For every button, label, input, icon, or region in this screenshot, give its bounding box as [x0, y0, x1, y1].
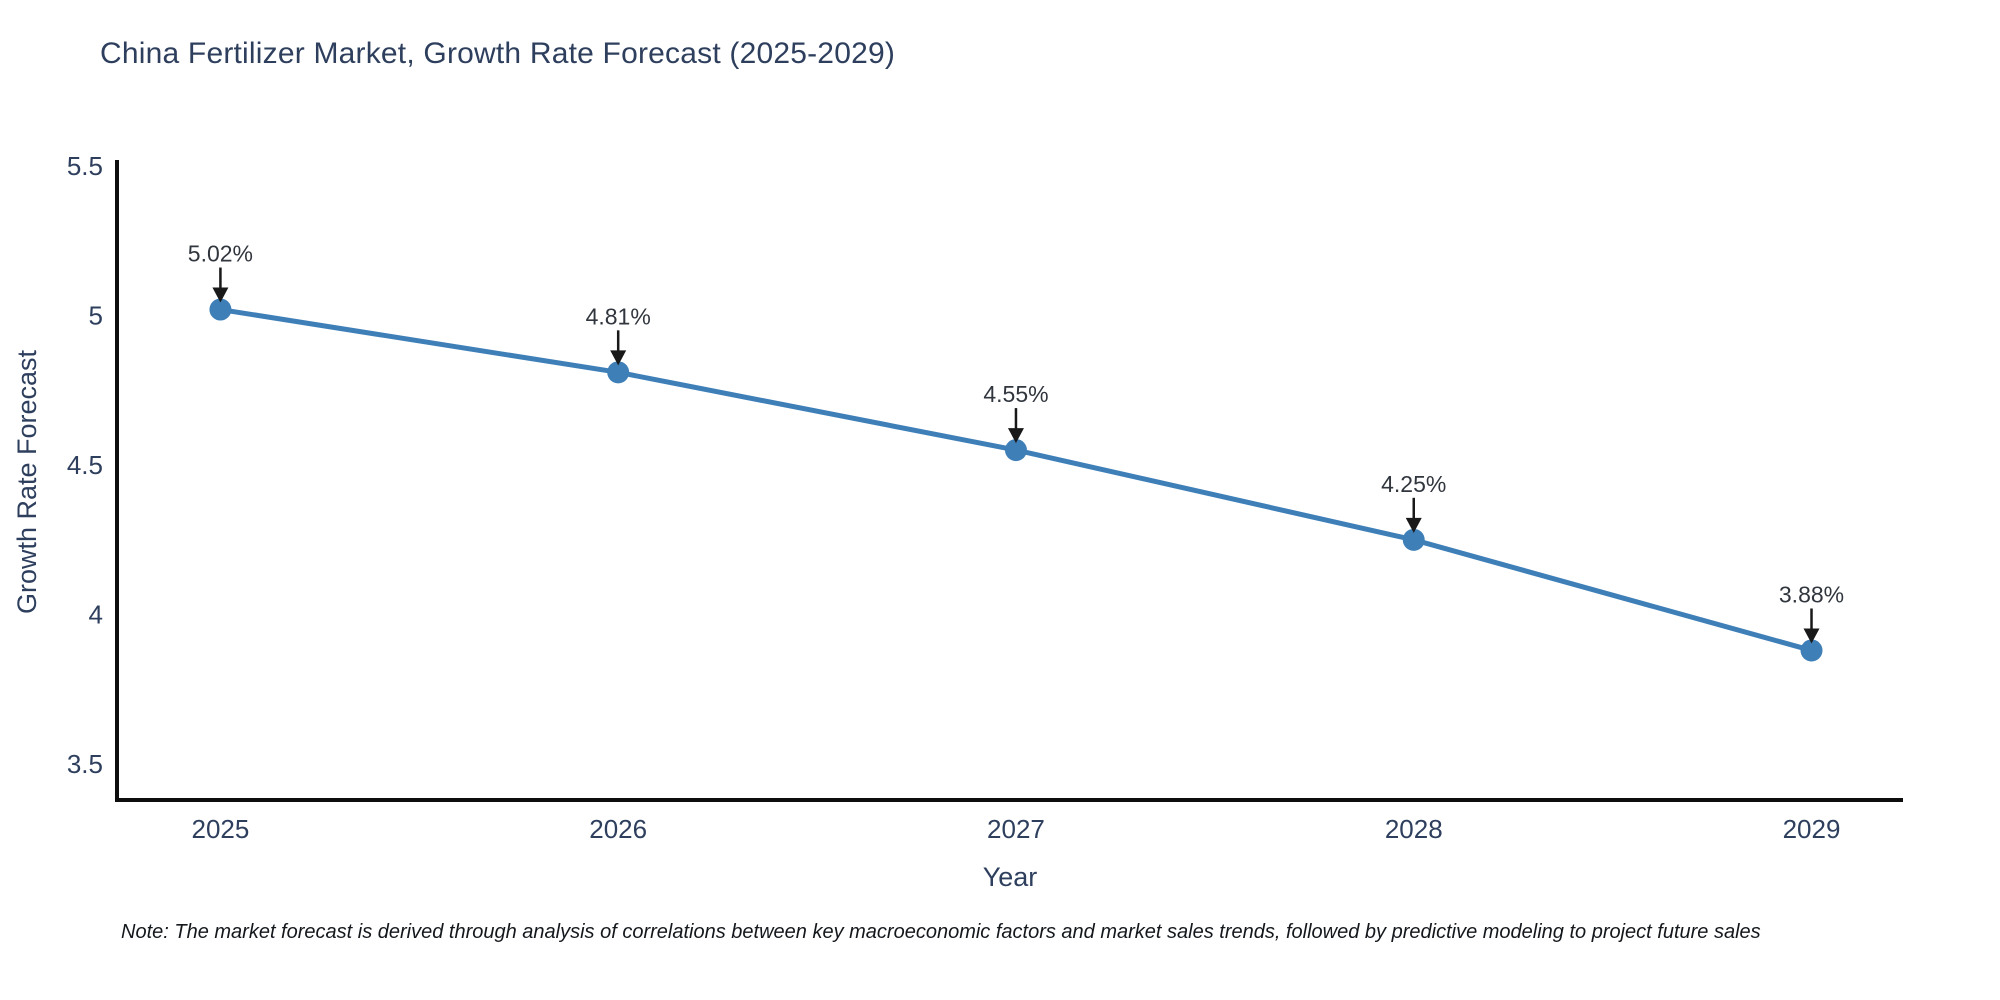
x-tick-label: 2028 — [1385, 814, 1443, 844]
trend-line — [217, 307, 1815, 653]
x-tick-label: 2027 — [987, 814, 1045, 844]
y-tick-label: 4 — [89, 600, 103, 630]
x-axis-title: Year — [982, 862, 1038, 892]
data-point-marker — [1402, 528, 1425, 551]
annotation-arrowhead — [1803, 628, 1820, 644]
annotation-label: 4.81% — [586, 303, 651, 329]
y-tick-label: 3.5 — [67, 749, 103, 779]
y-tick-label: 4.5 — [67, 450, 103, 480]
annotation-label: 4.25% — [1381, 471, 1446, 497]
annotation-arrowhead — [610, 350, 627, 366]
x-tick-label: 2025 — [191, 814, 249, 844]
x-tick-label: 2026 — [589, 814, 647, 844]
chart-title: China Fertilizer Market, Growth Rate For… — [100, 37, 896, 70]
y-tick-label: 5.5 — [67, 151, 103, 181]
annotation-arrowhead — [1007, 428, 1024, 444]
annotation-arrowhead — [212, 287, 229, 303]
axis-lines — [115, 160, 1903, 802]
data-point-marker — [1800, 639, 1823, 662]
x-tick-label: 2029 — [1783, 814, 1841, 844]
data-point-marker — [1004, 439, 1027, 462]
data-point-marker — [607, 361, 630, 384]
annotation-arrowhead — [1405, 517, 1422, 533]
data-point-marker — [209, 298, 232, 321]
footnote: Note: The market forecast is derived thr… — [121, 921, 1761, 943]
annotation-label: 3.88% — [1779, 581, 1844, 607]
y-tick-label: 5 — [89, 301, 103, 331]
annotation-label: 5.02% — [188, 241, 253, 267]
annotation-label: 4.55% — [983, 381, 1048, 407]
